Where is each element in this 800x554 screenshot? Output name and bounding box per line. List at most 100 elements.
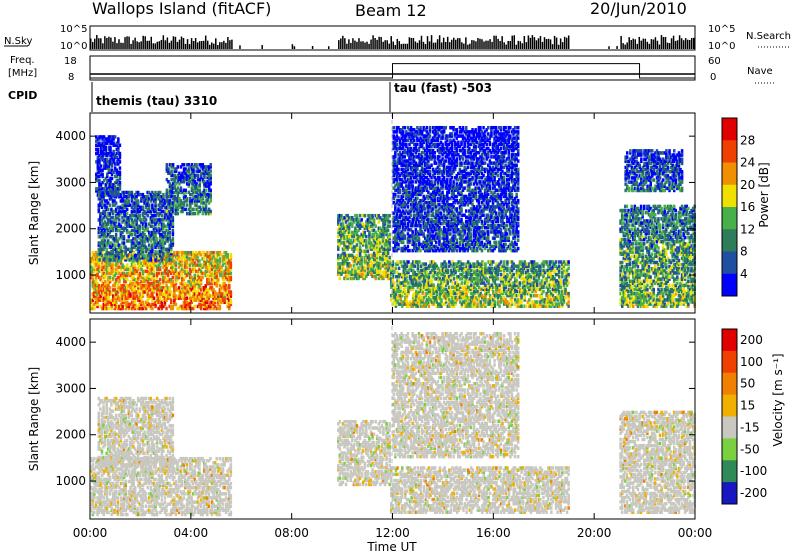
power-cell	[127, 220, 130, 224]
power-cell	[199, 306, 203, 311]
power-cell	[117, 182, 120, 187]
power-cell	[162, 218, 165, 222]
power-cell	[185, 271, 189, 276]
power-cell	[138, 261, 142, 265]
power-cell	[113, 269, 117, 274]
power-cell	[122, 267, 126, 271]
power-cell	[97, 267, 101, 271]
power-cell	[228, 259, 231, 263]
power-cell	[105, 292, 109, 296]
power-cell	[130, 263, 134, 267]
power-cell	[209, 188, 212, 193]
power-cell	[104, 151, 107, 156]
power-cell	[212, 292, 215, 296]
power-cell	[226, 300, 229, 305]
power-cell	[98, 168, 101, 172]
power-cell	[168, 261, 171, 265]
power-cell	[109, 160, 112, 164]
nsky-bar	[624, 44, 626, 49]
power-cell	[174, 281, 178, 286]
power-cell	[104, 149, 107, 154]
power-cell	[218, 294, 222, 298]
power-cell	[173, 250, 176, 255]
power-cell	[196, 286, 200, 290]
nsky-bar	[380, 36, 382, 49]
power-cell	[99, 222, 102, 226]
power-cell	[166, 271, 170, 276]
power-cell	[149, 258, 153, 262]
nsky-bar	[186, 39, 189, 49]
power-cell	[102, 147, 106, 152]
power-cell	[159, 243, 162, 247]
power-cell	[217, 253, 220, 257]
power-cell	[107, 251, 110, 256]
power-cell	[418, 260, 421, 264]
power-cell	[143, 195, 146, 199]
power-cell	[127, 290, 131, 294]
power-cell	[105, 288, 109, 292]
power-cell	[129, 271, 132, 276]
power-cell	[91, 269, 95, 274]
power-cell	[121, 290, 124, 294]
power-cell	[146, 269, 149, 274]
nsky-bar	[102, 43, 104, 49]
nsky-bar	[225, 42, 227, 49]
power-cell	[141, 213, 145, 218]
power-cell	[168, 269, 171, 274]
power-cell	[124, 220, 127, 224]
power-cell	[129, 294, 132, 298]
power-cell	[152, 228, 156, 233]
power-cell	[99, 182, 103, 187]
power-cell	[124, 190, 127, 195]
power-cell	[196, 259, 200, 263]
power-cell	[100, 306, 104, 311]
power-cell	[143, 220, 146, 224]
power-cell	[104, 259, 107, 263]
power-cell	[115, 170, 119, 175]
power-cell	[169, 284, 173, 288]
power-cell	[147, 190, 151, 195]
power-cell	[100, 279, 104, 284]
power-cell	[152, 296, 156, 300]
nsky-bar	[652, 39, 655, 49]
power-cell	[151, 218, 154, 222]
power-cell	[163, 271, 167, 276]
power-cell	[130, 232, 134, 237]
power-cell	[93, 288, 96, 292]
power-cell	[111, 226, 115, 231]
power-cell	[130, 224, 134, 228]
power-cell	[99, 247, 102, 252]
power-cell	[122, 209, 126, 214]
power-cell	[160, 235, 164, 239]
power-cell	[143, 263, 146, 267]
nsky-bar	[180, 36, 183, 49]
power-cell	[168, 201, 172, 205]
power-cell	[169, 265, 173, 269]
power-cell	[129, 230, 132, 235]
power-cell	[99, 151, 103, 156]
power-cell	[106, 153, 109, 158]
nsky-bar	[642, 38, 645, 49]
power-cell	[96, 298, 99, 302]
power-cell	[107, 279, 110, 284]
power-cell	[199, 281, 203, 286]
power-cell	[121, 226, 124, 231]
power-cell	[102, 178, 106, 183]
nsky-bar	[178, 39, 181, 49]
power-cell	[113, 224, 116, 228]
power-cell	[110, 269, 113, 274]
power-cell	[154, 300, 157, 305]
power-cell	[193, 298, 197, 302]
nsky-bar	[152, 43, 155, 49]
power-cell	[121, 197, 124, 201]
power-cell	[127, 284, 131, 288]
power-cell	[144, 201, 148, 205]
power-cell	[138, 213, 142, 218]
power-cell	[107, 267, 110, 271]
nsky-bar	[293, 46, 296, 49]
power-cell	[180, 271, 184, 276]
power-cell	[129, 203, 132, 207]
power-cell	[180, 306, 184, 311]
power-cell	[529, 274, 533, 279]
nsky-bar	[116, 43, 118, 49]
